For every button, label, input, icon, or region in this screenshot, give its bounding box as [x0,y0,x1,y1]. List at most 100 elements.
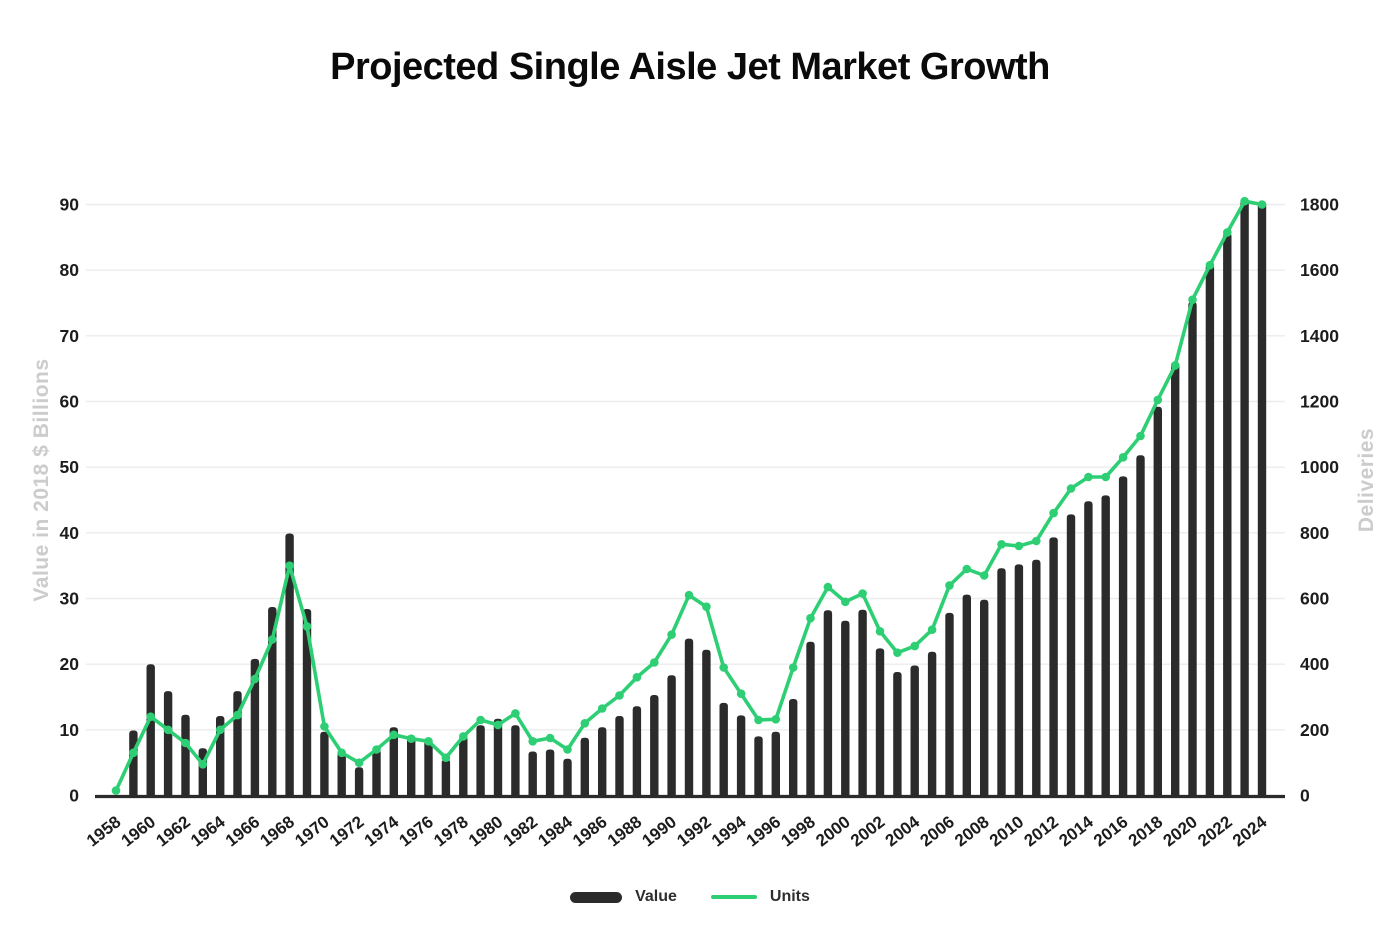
bar-2015 [1101,495,1110,796]
svg-text:1966: 1966 [222,812,264,850]
svg-text:1964: 1964 [187,812,229,851]
bar-2011 [1032,559,1041,796]
bar-1969 [302,609,312,796]
svg-text:1994: 1994 [708,812,750,851]
bar-1977 [441,759,451,796]
bar-2020 [1188,301,1197,796]
svg-text:1974: 1974 [361,812,403,851]
svg-text:2020: 2020 [1159,812,1201,850]
bar-1962 [181,714,190,796]
bar-1990 [667,675,676,796]
svg-text:2012: 2012 [1021,812,1063,850]
y-axis-title-right: Deliveries [1355,427,1378,533]
bar-2017 [1136,455,1145,796]
svg-text:60: 60 [60,392,80,412]
svg-text:2000: 2000 [812,812,854,850]
bar-2014 [1084,501,1093,796]
bar-1960 [146,664,155,796]
svg-text:1990: 1990 [639,812,681,850]
svg-text:1958: 1958 [83,812,125,850]
svg-text:2002: 2002 [847,812,889,850]
bar-2001 [858,609,867,796]
bar-1979 [476,725,485,796]
svg-text:2006: 2006 [916,812,958,850]
bar-2000 [841,620,850,796]
svg-text:1400: 1400 [1300,326,1339,346]
bar-2018 [1153,406,1162,796]
bar-1978 [459,736,468,796]
svg-text:1984: 1984 [534,812,576,851]
bar-2019 [1171,362,1180,796]
svg-text:1970: 1970 [291,812,333,850]
svg-text:2004: 2004 [882,812,924,851]
bar-1967 [268,607,277,796]
bar-1976 [424,739,433,796]
svg-text:2018: 2018 [1125,812,1167,850]
bar-1998 [806,641,815,796]
bar-1985 [580,737,589,796]
svg-text:1968: 1968 [257,812,299,850]
bar-1987 [615,716,624,796]
bar-1975 [407,737,416,796]
bar-2021 [1205,264,1215,796]
bar-1992 [702,649,711,796]
svg-text:1976: 1976 [395,812,437,850]
bar-2012 [1049,537,1058,796]
bar-1980 [493,718,503,796]
svg-text:1972: 1972 [326,812,368,850]
bar-1994 [736,715,746,796]
svg-text:1200: 1200 [1300,392,1339,412]
value-bar-swatch-icon [570,891,623,903]
bar-2024 [1257,201,1267,796]
svg-text:50: 50 [60,457,80,477]
bar-2006 [945,612,954,796]
svg-text:0: 0 [1300,786,1310,806]
bar-1983 [545,749,555,796]
svg-text:1988: 1988 [604,812,646,850]
svg-text:1600: 1600 [1300,260,1339,280]
bar-1974 [389,727,398,796]
legend-units-label: Units [769,888,810,905]
chart-title: Projected Single Aisle Jet Market Growth [330,46,1050,88]
bar-1999 [823,610,833,796]
svg-text:600: 600 [1300,589,1329,609]
svg-text:2024: 2024 [1229,812,1271,851]
bar-1972 [354,767,364,796]
svg-text:20: 20 [60,654,80,674]
legend-value-label: Value [635,888,677,905]
bar-2007 [962,594,971,796]
bar-1993 [719,702,728,796]
svg-text:800: 800 [1300,523,1329,543]
svg-text:1800: 1800 [1300,195,1339,215]
y-axis-ticks-right: 0 200 400 600 800 1000 1200 1400 1600 1800 [1300,195,1339,806]
svg-text:30: 30 [60,589,80,609]
legend-item-value: Value [570,888,677,906]
bar-1981 [511,725,520,796]
units-line-swatch-icon [710,895,757,899]
svg-text:1980: 1980 [465,812,507,850]
legend-item-units: Units [710,888,810,906]
svg-text:400: 400 [1300,654,1329,674]
bar-1989 [650,695,659,796]
bar-1996 [771,731,780,796]
bar-2004 [910,665,919,796]
svg-text:1960: 1960 [118,812,160,850]
bar-1970 [320,731,329,796]
svg-text:80: 80 [60,260,80,280]
svg-text:10: 10 [60,720,80,740]
svg-text:2008: 2008 [951,812,993,850]
bar-2022 [1223,232,1232,796]
svg-text:2022: 2022 [1194,812,1236,850]
svg-text:1986: 1986 [569,812,611,850]
svg-text:2010: 2010 [986,812,1028,850]
y-axis-title-left: Value in 2018 $ Billions [30,358,53,602]
svg-text:1982: 1982 [500,812,542,850]
svg-text:1998: 1998 [777,812,819,850]
svg-text:1000: 1000 [1300,457,1339,477]
svg-text:40: 40 [60,523,80,543]
bar-1973 [372,749,381,796]
svg-text:1962: 1962 [152,812,194,850]
bar-2023 [1240,199,1249,796]
